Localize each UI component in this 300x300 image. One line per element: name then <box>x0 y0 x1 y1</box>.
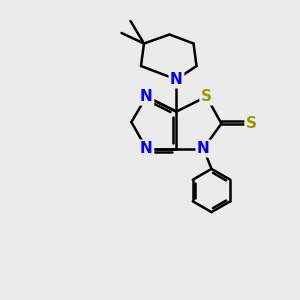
Text: N: N <box>170 72 183 87</box>
Text: N: N <box>197 141 210 156</box>
Text: S: S <box>246 116 257 131</box>
Text: N: N <box>140 141 153 156</box>
Text: S: S <box>201 89 212 104</box>
Text: N: N <box>140 89 153 104</box>
